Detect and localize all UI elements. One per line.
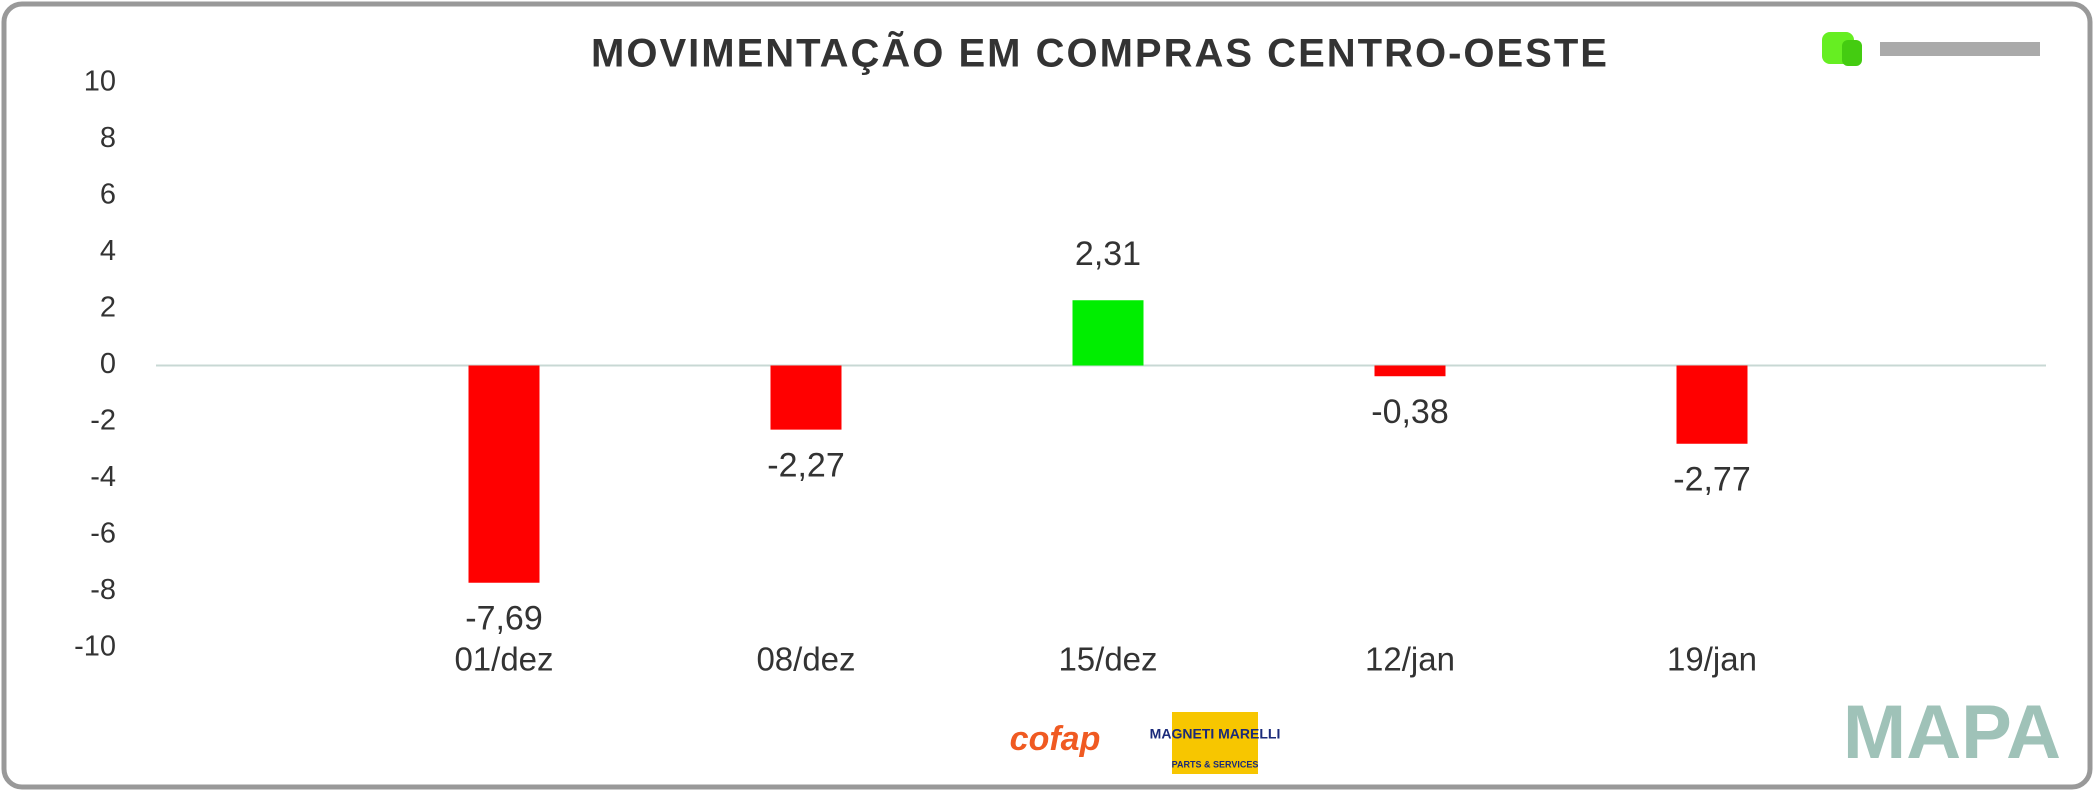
data-label: -2,77 (1673, 461, 1751, 499)
y-tick-label: 10 (84, 66, 116, 98)
bar (770, 365, 842, 430)
bar (468, 365, 540, 583)
data-label: -0,38 (1371, 393, 1449, 431)
bar (1374, 365, 1446, 377)
sponsors: cofap MAGNETI MARELLI PARTS & SERVICES M… (1010, 690, 2061, 775)
chart-title: MOVIMENTAÇÃO EM COMPRAS CENTRO-OESTE (591, 30, 1609, 76)
y-tick-label: 4 (100, 235, 116, 267)
x-tick-label: 19/jan (1667, 641, 1757, 678)
brand-icon (1842, 40, 1862, 66)
y-tick-label: -6 (90, 518, 116, 550)
magneti-logo-text: MAGNETI MARELLI (1150, 726, 1281, 742)
y-tick-label: 0 (100, 348, 116, 380)
y-tick-label: 8 (100, 122, 116, 154)
y-tick-label: 6 (100, 179, 116, 211)
y-tick-label: -2 (90, 405, 116, 437)
x-tick-label: 15/dez (1058, 641, 1157, 678)
x-tick-label: 08/dez (756, 641, 855, 678)
y-tick-label: 2 (100, 292, 116, 324)
brand-logo (1822, 32, 2040, 66)
bar (1676, 365, 1748, 444)
mapa-logo: MAPA (1843, 690, 2061, 775)
magneti-logo (1172, 712, 1258, 774)
x-tick-label: 12/jan (1365, 641, 1455, 678)
data-label: -7,69 (465, 600, 543, 638)
x-tick-label: 01/dez (454, 641, 553, 678)
y-tick-label: -10 (74, 631, 116, 663)
brand-text (1880, 42, 2040, 56)
bar (1072, 300, 1144, 366)
y-tick-label: -8 (90, 574, 116, 606)
magneti-logo-sub: PARTS & SERVICES (1172, 759, 1259, 769)
y-tick-label: -4 (90, 461, 116, 493)
cofap-logo: cofap (1010, 720, 1101, 758)
data-label: -2,27 (767, 447, 845, 485)
data-label: 2,31 (1075, 235, 1141, 273)
